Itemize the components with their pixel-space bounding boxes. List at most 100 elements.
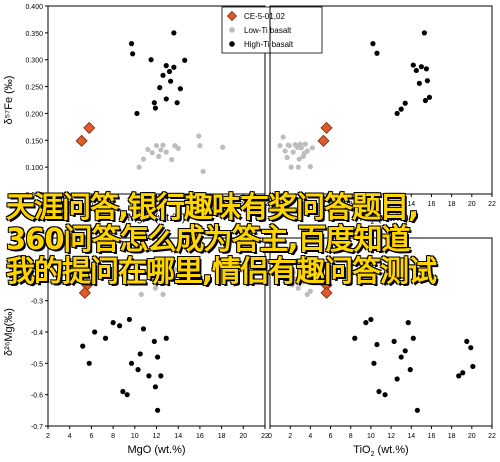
plot-frame [269, 237, 493, 427]
data-point-circle [124, 392, 130, 398]
x-tick-label: 20 [239, 433, 247, 440]
overlay-text-line-2: 360问答怎么成为答主,百度知道 [6, 222, 411, 256]
data-point-circle [312, 273, 319, 279]
data-point-circle [196, 133, 202, 139]
x-tick-label: 8 [111, 433, 115, 440]
x-tick-label: 16 [428, 433, 436, 440]
data-point-circle [171, 64, 177, 70]
data-point-diamond [317, 134, 330, 147]
data-point-circle [138, 291, 144, 297]
data-point-circle [277, 143, 283, 149]
data-point-circle [288, 164, 294, 170]
x-tick-label: 14 [407, 433, 415, 440]
data-point-circle [295, 164, 301, 170]
data-point-circle [148, 57, 154, 63]
data-point-circle [154, 354, 161, 360]
data-point-circle [394, 376, 400, 382]
data-point-circle [300, 279, 306, 285]
data-point-circle [295, 285, 301, 291]
data-point-circle [289, 282, 295, 288]
x-tick-label: 22 [261, 433, 269, 440]
data-point-circle [297, 141, 303, 147]
x-tick-label: 16 [196, 433, 204, 440]
data-point-circle [468, 345, 474, 351]
data-point-circle [282, 279, 288, 285]
x-tick-label: 20 [468, 433, 476, 440]
data-point-circle [128, 360, 135, 366]
data-point-circle [80, 343, 86, 349]
data-point-circle [140, 156, 147, 162]
x-tick-label: 10 [367, 201, 375, 208]
x-tick-label: 4 [308, 201, 312, 208]
x-tick-label: 20 [239, 201, 247, 208]
data-point-circle [398, 106, 404, 112]
data-point-circle [410, 335, 416, 341]
y-axis-label: δ⁵⁷Fe (‰) [3, 76, 15, 125]
y-tick-label: 0.150 [25, 138, 43, 145]
data-point-circle [352, 335, 358, 341]
data-point-circle [157, 85, 163, 91]
y-tick-label: 0.300 [25, 58, 43, 65]
data-point-circle [421, 30, 427, 36]
data-point-circle [124, 266, 130, 272]
x-tick-label: 14 [174, 433, 182, 440]
data-point-circle [175, 145, 181, 151]
data-point-circle [151, 100, 157, 106]
data-point-circle [135, 367, 141, 373]
data-point-circle [194, 271, 200, 277]
panel-top-right: 0 2 4 6 8 10 12 14 16 18 20 22 TiO2 (wt.%) [268, 5, 496, 226]
legend-entry-label: CE-5-01,02 [244, 12, 285, 21]
data-point-circle [177, 271, 183, 277]
data-point-circle [134, 110, 140, 117]
data-point-circle [394, 110, 400, 117]
y-tick-label: -0.1 [31, 236, 43, 243]
data-point-circle [146, 373, 152, 379]
x-tick-label: 22 [261, 201, 269, 208]
data-point-circle [376, 388, 382, 395]
y-tick-label: -0.3 [31, 299, 43, 306]
data-point-circle [363, 320, 369, 326]
y-tick-label: -0.2 [31, 267, 43, 274]
data-point-circle [296, 156, 302, 162]
x-tick-label: 18 [218, 433, 226, 440]
x-tick-label: 2 [288, 433, 292, 440]
data-point-circle [174, 100, 180, 106]
data-point-circle [290, 149, 296, 155]
x-tick-label: 14 [174, 201, 182, 208]
data-point-circle [424, 78, 431, 84]
data-point-circle [163, 96, 169, 102]
data-point-circle [182, 57, 188, 63]
y-tick-label: -0.5 [31, 361, 43, 368]
x-tick-label: 12 [387, 201, 395, 208]
data-point-circle [402, 100, 408, 106]
data-point-circle [152, 285, 159, 291]
legend-marker-circle [229, 41, 235, 47]
x-tick-label: 6 [329, 433, 333, 440]
y-tick-label: 0.350 [25, 31, 43, 38]
legend-box [221, 6, 323, 54]
x-tick-label: 10 [131, 201, 139, 208]
x-tick-label: 0 [268, 433, 272, 440]
data-point-circle [86, 360, 92, 366]
data-point-circle [177, 86, 183, 92]
series-ce-5-01-02 [78, 278, 94, 299]
data-point-circle [110, 320, 116, 326]
x-axis-label: TiO2 (wt.%) [353, 444, 408, 457]
data-point-circle [117, 323, 123, 329]
x-tick-label: 8 [349, 201, 353, 208]
data-point-circle [307, 276, 313, 282]
x-tick-label: 12 [387, 433, 395, 440]
y-tick-label: -0.4 [31, 330, 43, 337]
data-point-diamond [83, 121, 96, 134]
data-point-circle [163, 335, 169, 341]
series-high-ti-basalt [352, 316, 476, 413]
plot-frame [269, 5, 493, 195]
data-point-diamond [320, 121, 333, 134]
data-point-circle [416, 80, 422, 86]
data-point-circle [303, 269, 309, 276]
legend: CE-5-01,02 Low-Ti basalt High-Ti basalt [221, 6, 323, 54]
data-point-circle [370, 41, 376, 47]
series-low-ti-basalt [88, 266, 238, 297]
data-point-circle [160, 142, 166, 148]
